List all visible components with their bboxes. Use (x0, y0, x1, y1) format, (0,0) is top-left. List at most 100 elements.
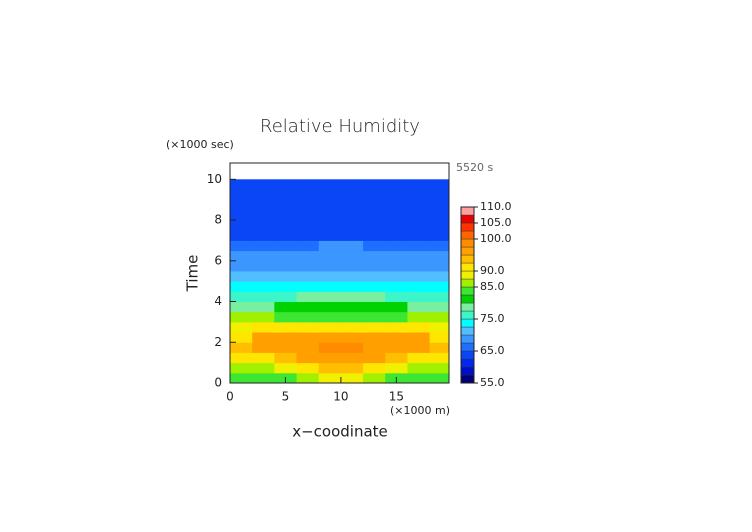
contour-cell (385, 342, 408, 353)
contour-cell (429, 209, 449, 221)
contour-cell (363, 352, 386, 364)
y-unit: (×1000 sec) (166, 138, 234, 151)
contour-cell (340, 189, 364, 201)
contour-cell (318, 342, 342, 353)
contour-cell (385, 311, 408, 323)
contour-cell (407, 209, 431, 221)
contour-cell (274, 260, 298, 272)
contour-cell (296, 230, 320, 241)
contour-cell (407, 281, 431, 292)
contour-cell (385, 250, 408, 262)
colorbar-segment (460, 358, 475, 368)
contour-cell (340, 250, 364, 262)
contour-cell (385, 362, 408, 374)
contour-cell (296, 220, 320, 231)
contour-cell (252, 250, 275, 262)
contour-cell (385, 332, 408, 343)
contour-cell (407, 199, 431, 211)
contour-cell (252, 240, 275, 252)
contour-cell (340, 230, 364, 241)
colorbar-segment (460, 278, 475, 288)
contour-cell (230, 321, 253, 333)
contour-cell (407, 179, 431, 190)
contour-cell (252, 311, 275, 323)
contour-cell (274, 311, 298, 323)
contour-cell (230, 230, 253, 241)
contour-cell (407, 260, 431, 272)
contour-cell (363, 189, 386, 201)
contour-cell (340, 270, 364, 282)
contour-cell (274, 362, 298, 374)
contour-cell (429, 179, 449, 190)
contour-cell (385, 352, 408, 364)
contour-cell (274, 332, 298, 343)
contour-cell (274, 291, 298, 303)
contour-cell (230, 332, 253, 343)
y-tick-label: 2 (214, 335, 222, 349)
contour-cell (429, 362, 449, 374)
colorbar-tick-label: 75.0 (480, 312, 505, 325)
contour-cell (318, 250, 342, 262)
contour-cell (318, 230, 342, 241)
contour-cell (230, 342, 253, 353)
colorbar-tick-label: 55.0 (480, 376, 505, 389)
contour-cell (296, 281, 320, 292)
contour-cell (230, 179, 253, 190)
contour-cell (385, 240, 408, 252)
contour-cell (252, 342, 275, 353)
contour-cell (363, 250, 386, 262)
x-tick-label: 5 (282, 390, 290, 404)
contour-cell (340, 220, 364, 231)
contour-cell (230, 372, 253, 383)
contour-cell (318, 311, 342, 323)
contour-cell (385, 209, 408, 221)
colorbar-segment (460, 238, 475, 248)
colorbar-segment (460, 262, 475, 272)
contour-cell (385, 179, 408, 190)
contour-cell (274, 209, 298, 221)
contour-cell (274, 281, 298, 292)
chart-title: Relative Humidity (260, 116, 420, 137)
contour-cell (340, 209, 364, 221)
contour-cell (407, 189, 431, 201)
contour-cell (296, 199, 320, 211)
contour-cell (407, 311, 431, 323)
contour-cell (318, 260, 342, 272)
contour-cell (363, 179, 386, 190)
contour-cell (274, 352, 298, 364)
contour-cell (230, 220, 253, 231)
contour-cell (407, 332, 431, 343)
contour-cell (252, 270, 275, 282)
contour-cell (318, 220, 342, 231)
contour-cell (340, 301, 364, 313)
colorbar-tick-label: 100.0 (480, 232, 512, 245)
contour-cell (407, 230, 431, 241)
contour-cell (252, 199, 275, 211)
y-tick-label: 10 (207, 172, 222, 186)
contour-cell (296, 321, 320, 333)
contour-cell (274, 220, 298, 231)
contour-cell (363, 220, 386, 231)
contour-cell (429, 270, 449, 282)
contour-cell (340, 362, 364, 374)
colorbar-tick-label: 65.0 (480, 344, 505, 357)
contour-cell (318, 199, 342, 211)
contour-cell (429, 220, 449, 231)
colorbar-segment (460, 206, 475, 216)
y-tick-label: 6 (214, 253, 222, 267)
x-tick-label: 10 (333, 390, 348, 404)
contour-cell (385, 230, 408, 241)
contour-cell (274, 179, 298, 190)
contour-cell (230, 301, 253, 313)
contour-cell (340, 321, 364, 333)
contour-cell (318, 372, 342, 383)
contour-cell (252, 189, 275, 201)
contour-cell (296, 291, 320, 303)
contour-cell (407, 342, 431, 353)
colorbar-segment (460, 286, 475, 296)
contour-cell (429, 230, 449, 241)
contour-cell (296, 352, 320, 364)
contour-cell (363, 311, 386, 323)
contour-cell (429, 311, 449, 323)
x-tick-label: 15 (389, 390, 404, 404)
